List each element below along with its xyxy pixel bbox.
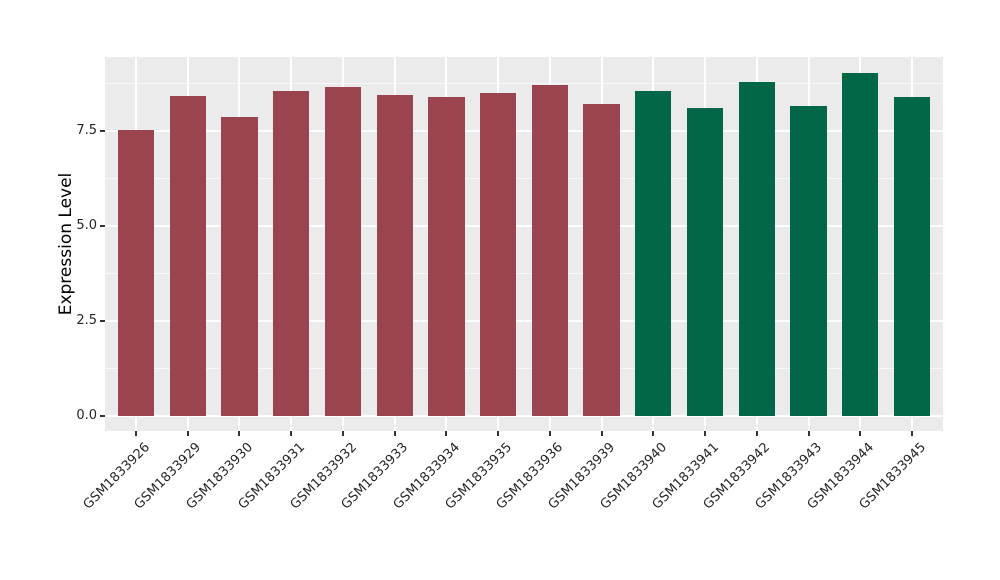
bar-GSM1833934	[428, 96, 465, 416]
bar-GSM1833936	[531, 85, 568, 416]
bar-GSM1833933	[376, 95, 413, 416]
x-axis-tick	[186, 431, 189, 436]
y-major-gridline	[105, 130, 943, 132]
x-axis-tick	[910, 431, 913, 436]
bar-GSM1833944	[842, 73, 879, 416]
bar-GSM1833939	[583, 103, 620, 416]
bar-GSM1833945	[893, 96, 931, 416]
y-axis-tick	[100, 225, 105, 227]
x-axis-tick	[135, 431, 138, 436]
x-axis-tick	[652, 431, 655, 436]
y-tick-label: 7.5	[76, 123, 97, 138]
y-minor-gridline	[105, 368, 943, 369]
bar-GSM1833942	[738, 81, 775, 416]
bar-GSM1833931	[273, 91, 310, 416]
plot-panel	[105, 57, 943, 431]
x-axis-tick	[548, 431, 551, 436]
y-major-gridline	[105, 320, 943, 322]
y-axis-tick	[100, 415, 105, 417]
bar-GSM1833929	[169, 96, 206, 416]
y-axis-tick	[100, 130, 105, 132]
y-tick-label: 0.0	[76, 408, 97, 423]
x-axis-tick	[859, 431, 862, 436]
y-minor-gridline	[105, 273, 943, 274]
bar-GSM1833940	[635, 91, 672, 416]
x-axis-tick	[445, 431, 448, 436]
y-tick-label: 2.5	[76, 313, 97, 328]
bar-GSM1833941	[686, 108, 724, 416]
x-axis-tick	[238, 431, 241, 436]
bar-GSM1833930	[221, 116, 258, 416]
y-minor-gridline	[105, 83, 943, 84]
y-major-gridline	[105, 225, 943, 227]
y-tick-label: 5.0	[76, 218, 97, 233]
x-axis-tick	[704, 431, 707, 436]
x-axis-tick	[497, 431, 500, 436]
y-axis-title: Expression Level	[56, 172, 76, 316]
bar-GSM1833935	[480, 92, 517, 416]
x-axis-tick	[600, 431, 603, 436]
y-major-gridline	[105, 415, 943, 417]
y-axis-tick	[100, 320, 105, 322]
x-axis-tick	[290, 431, 293, 436]
x-axis-tick	[755, 431, 758, 436]
y-minor-gridline	[105, 178, 943, 179]
bar-GSM1833943	[790, 105, 827, 416]
x-axis-tick	[807, 431, 810, 436]
x-axis-tick	[341, 431, 344, 436]
bar-GSM1833932	[324, 87, 362, 416]
x-axis-tick	[393, 431, 396, 436]
bar-GSM1833926	[117, 129, 155, 416]
